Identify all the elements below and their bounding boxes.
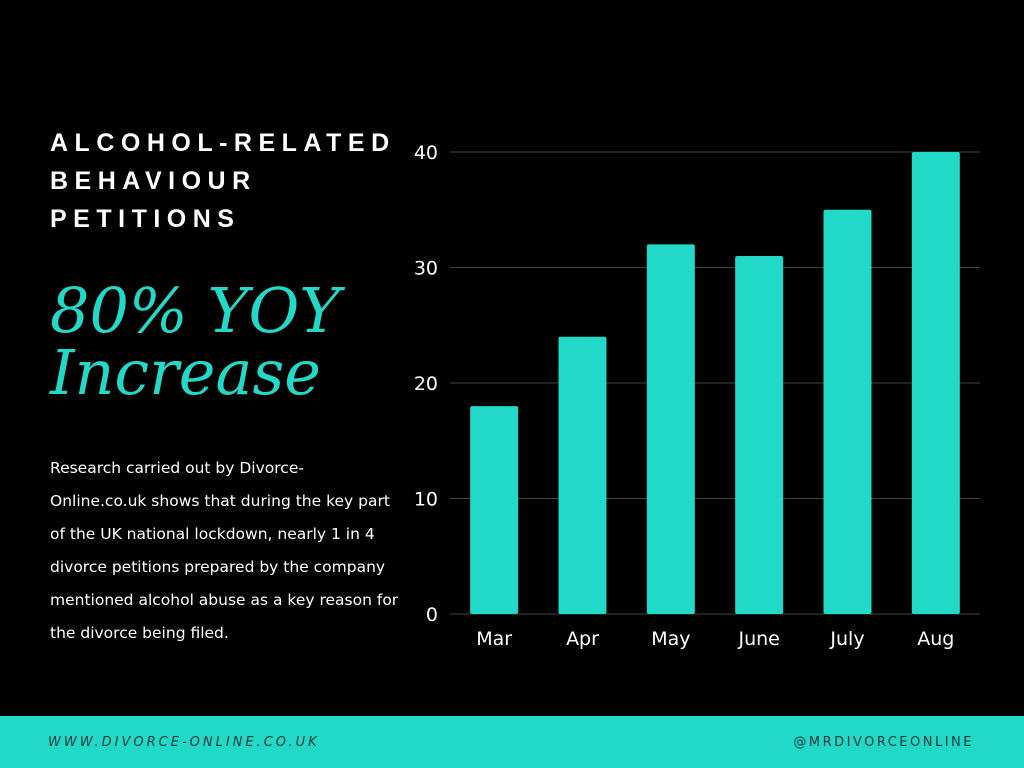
y-tick-label: 10 [414, 489, 438, 511]
bar-apr [558, 336, 607, 614]
y-tick-label: 0 [426, 604, 438, 626]
bar-may [646, 244, 695, 614]
title-line-1: ALCOHOL-RELATED [50, 129, 396, 157]
x-tick-label: Apr [566, 628, 599, 650]
bar-mar [470, 406, 519, 614]
website-link[interactable]: WWW.DIVORCE-ONLINE.CO.UK [48, 735, 320, 750]
headline-stat: 80% YOY Increase [50, 280, 340, 404]
bar-july [823, 209, 872, 614]
description-text: Research carried out by Divorce-Online.c… [50, 459, 399, 642]
x-tick-label: Aug [917, 628, 954, 650]
chart-svg: 0 10 20 30 40 Mar Apr May June July Aug [414, 142, 980, 650]
y-tick-label: 20 [414, 373, 438, 395]
bar-aug [911, 152, 960, 614]
page-title: ALCOHOL-RELATED BEHAVIOUR PETITIONS [50, 124, 400, 238]
y-tick-label: 30 [414, 258, 438, 280]
social-handle[interactable]: @MRDIVORCEONLINE [793, 735, 974, 750]
bar-june [735, 255, 784, 614]
y-tick-label: 40 [414, 142, 438, 164]
title-line-3: PETITIONS [50, 205, 241, 233]
x-tick-label: June [737, 628, 779, 650]
x-tick-label: July [829, 628, 864, 650]
stat-line-1: 80% YOY [50, 274, 341, 347]
bar-chart: 0 10 20 30 40 Mar Apr May June July Aug [400, 120, 1000, 660]
x-tick-label: Mar [476, 628, 512, 650]
stat-line-2: Increase [50, 336, 321, 409]
footer-bar: WWW.DIVORCE-ONLINE.CO.UK @MRDIVORCEONLIN… [0, 716, 1024, 768]
x-tick-label: May [651, 628, 690, 650]
title-line-2: BEHAVIOUR [50, 167, 257, 195]
title-block: ALCOHOL-RELATED BEHAVIOUR PETITIONS [50, 124, 400, 238]
